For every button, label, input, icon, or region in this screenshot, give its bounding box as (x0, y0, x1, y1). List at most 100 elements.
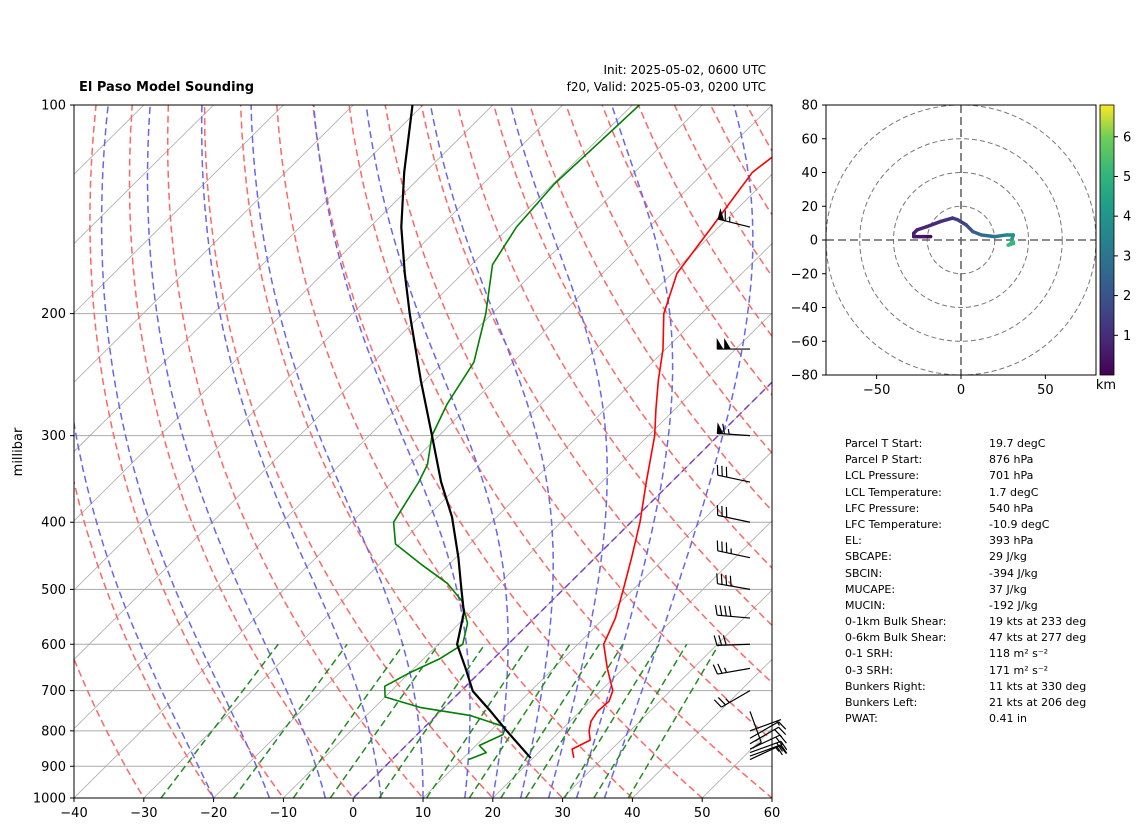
moist-adiabat (74, 418, 215, 798)
x-tick-label: 30 (554, 806, 571, 821)
dry-adiabat (420, 105, 772, 684)
wind-barb (749, 745, 787, 761)
wind-barb (716, 505, 751, 523)
mixing-ratio-lines (160, 643, 720, 798)
parameter-label: SBCAPE: (845, 550, 892, 564)
parameter-value: 21 kts at 206 deg (989, 696, 1087, 709)
dry-adiabat (312, 105, 704, 798)
moist-adiabats (74, 105, 754, 798)
parameter-value: 19 kts at 233 deg (989, 615, 1087, 629)
wind-barb-staff (749, 711, 762, 743)
y-tick-label: 600 (41, 638, 66, 653)
chart-title: El Paso Model Sounding (79, 80, 255, 95)
wind-barb-staff (749, 744, 782, 757)
dry-adiabat (74, 478, 215, 798)
parameter-value: -10.9 degC (989, 517, 1050, 531)
pressure-gridlines (74, 105, 772, 798)
hodograph-y-tick-label: −20 (791, 267, 818, 282)
isotherm (74, 105, 424, 453)
isotherm (143, 173, 772, 798)
dry-adiabat (74, 656, 145, 798)
mixing-ratio-line (292, 643, 405, 798)
x-tick-label: −40 (60, 806, 87, 821)
wind-barb-feather (729, 575, 732, 587)
skewed-isotherms (74, 105, 772, 798)
wind-barb (749, 718, 782, 732)
parameter-label: 0-3 SRH: (845, 663, 894, 677)
wind-barb-staff (717, 474, 751, 483)
parameter-value: 393 hPa (989, 534, 1034, 548)
wind-barb (714, 604, 751, 619)
parameter-label: Bunkers Right: (845, 679, 926, 693)
hodograph-y-tick-label: −60 (791, 335, 818, 350)
height-colorbar (1099, 104, 1115, 376)
parameter-label: Parcel T Start: (845, 437, 923, 450)
hodograph-x-tick-label: 0 (957, 383, 965, 398)
mixing-ratio-line (525, 643, 624, 798)
wind-barb-feather (713, 699, 722, 708)
parcel-trace (400, 105, 532, 759)
moist-adiabat (250, 105, 424, 798)
colorbar-tick-label: 1 (1123, 329, 1131, 344)
hodograph-plot-area (826, 105, 1096, 375)
x-tick-label: −30 (130, 806, 157, 821)
wind-barbs (712, 208, 788, 761)
y-tick-label: 1000 (33, 792, 66, 807)
y-tick-label: 100 (41, 99, 66, 114)
isotherm (282, 312, 772, 798)
wind-barb-feather (780, 740, 788, 751)
moist-adiabat (100, 105, 271, 798)
moist-adiabat (312, 105, 471, 798)
wind-barb-feather (776, 742, 783, 752)
hodograph-y-tick-label: −40 (791, 301, 818, 316)
parameter-value: -192 J/kg (989, 598, 1038, 612)
hodograph-y-tick-label: 60 (801, 132, 818, 147)
isotherm (74, 105, 354, 383)
wind-barb-staff (717, 550, 751, 559)
wind-barb-pennant (717, 208, 725, 221)
hodograph-axes: 80 60 40 20 0 −20 −40 −60 −80 −50 0 50 (791, 99, 1054, 399)
y-tick-label: 900 (41, 760, 66, 775)
x-tick-label: −20 (200, 806, 227, 821)
hodograph-x-tick-label: 50 (1037, 383, 1054, 398)
moist-adiabat (603, 105, 754, 798)
isotherm (74, 105, 284, 314)
mixing-ratio-line (425, 643, 531, 798)
wind-barb (749, 740, 788, 754)
x-tick-label: 10 (415, 806, 432, 821)
x-tick-label: −10 (270, 806, 297, 821)
pressure-axis: 100 200 300 400 500 600 700 800 900 1000 (33, 99, 74, 807)
wind-barb-half-feather (725, 698, 730, 703)
isotherm (74, 105, 494, 522)
init-time-label: Init: 2025-05-02, 0600 UTC (603, 63, 766, 77)
wind-barb-feather (778, 721, 787, 730)
wind-barb-feather (722, 423, 726, 434)
x-tick-label: 40 (624, 806, 641, 821)
parameter-label: 0-1 SRH: (845, 647, 894, 661)
wind-barb-staff (749, 726, 779, 745)
hodograph-segment (915, 224, 929, 232)
wind-barb-feather (778, 726, 787, 736)
isotherm (74, 105, 145, 175)
wind-barb (716, 338, 750, 350)
sounding-traces (383, 105, 772, 761)
wind-barb (713, 690, 751, 708)
parameter-label: LFC Pressure: (845, 501, 920, 515)
wind-barb-feather (752, 741, 762, 749)
parameter-label: LCL Temperature: (845, 485, 942, 499)
hodograph-segment (939, 216, 955, 224)
hodograph-y-tick-label: −80 (791, 369, 818, 384)
hodograph: 80 60 40 20 0 −20 −40 −60 −80 −50 0 50 1 2 3 4 5 6 km (791, 99, 1132, 399)
wind-barb-feather (774, 729, 783, 738)
wind-barb-staff (721, 690, 751, 708)
parameter-label: EL: (845, 534, 862, 548)
x-tick-label: 0 (349, 806, 357, 821)
isotherm (352, 381, 772, 798)
hodograph-x-tick-label: −50 (863, 383, 890, 398)
parameter-value: 540 hPa (989, 501, 1034, 515)
parameter-value: -394 J/kg (989, 566, 1038, 580)
wind-barb-feather (719, 605, 723, 616)
parameter-value: 171 m² s⁻² (989, 663, 1049, 677)
wind-barb-half-feather (727, 429, 730, 435)
